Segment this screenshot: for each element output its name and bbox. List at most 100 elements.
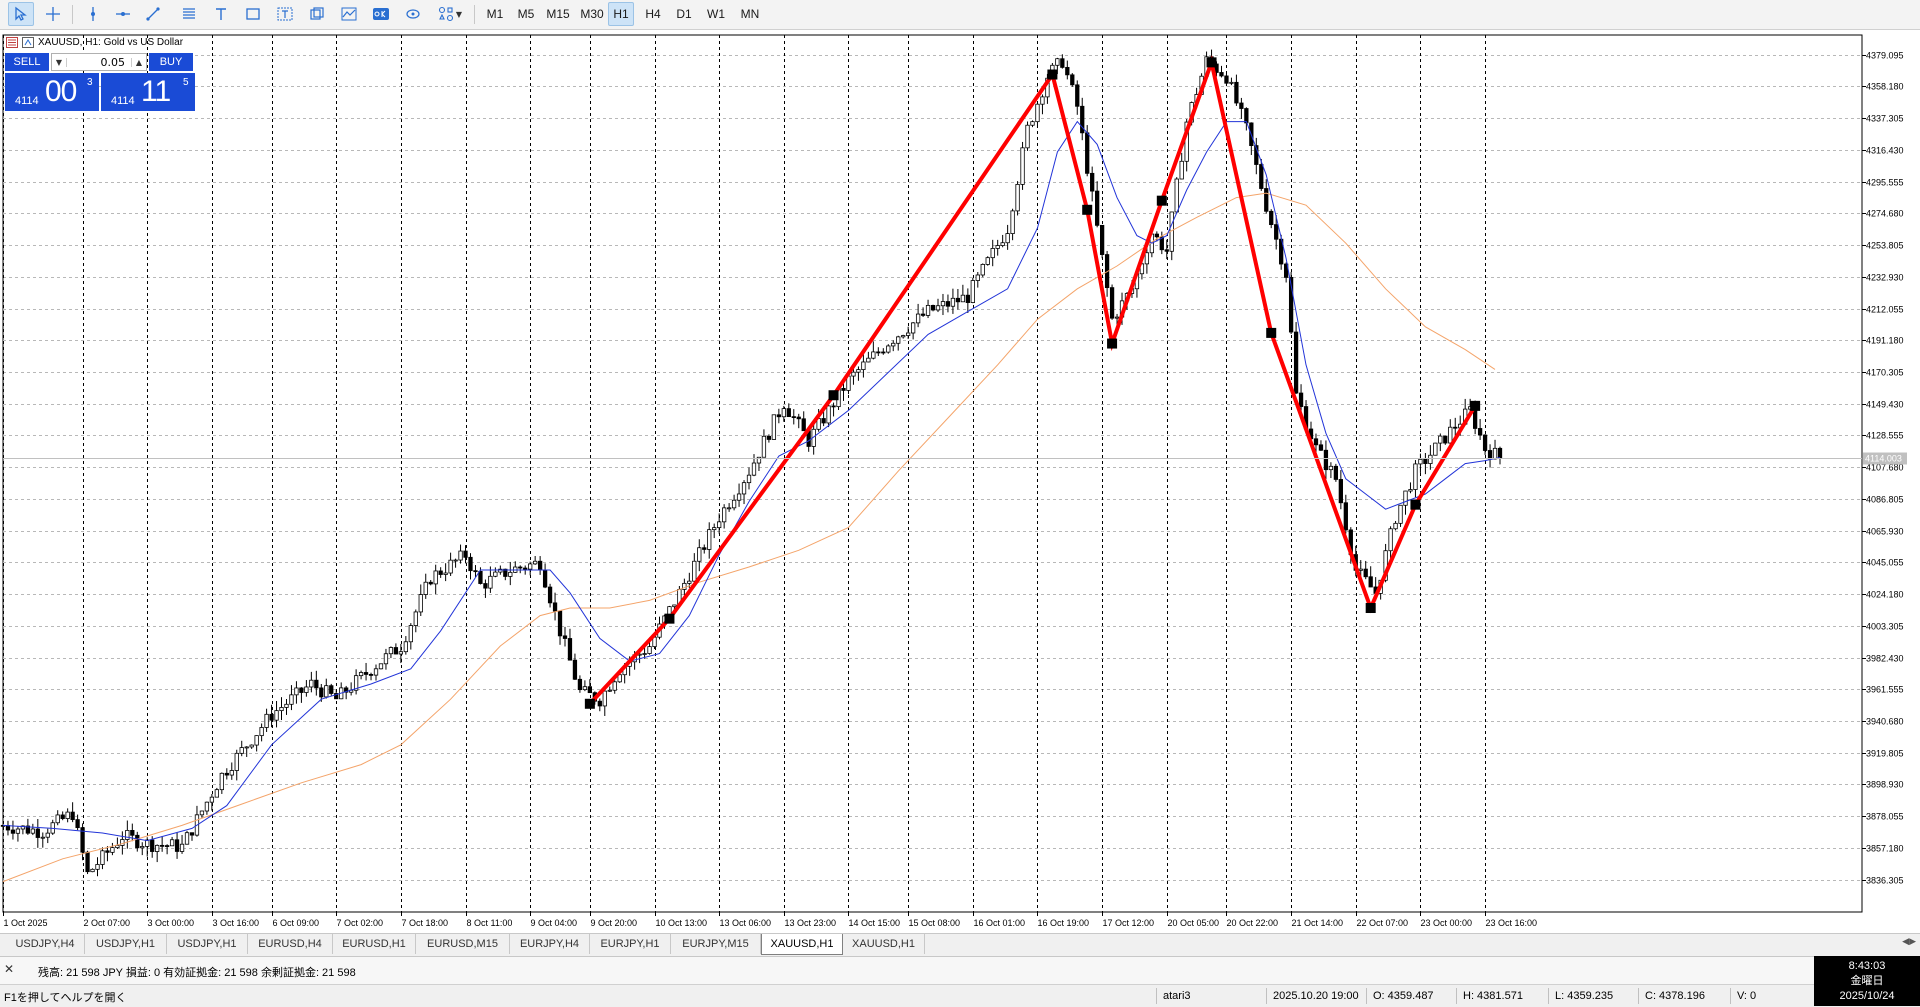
timeframe-h1-button[interactable]: H1	[608, 2, 634, 26]
price-chart[interactable]: 4379.095 4358.180 4337.305 4316.430 4295.555…	[0, 30, 1920, 933]
profile-name: atari3	[1163, 990, 1191, 1002]
chart-tab[interactable]: EURUSD,M15	[416, 934, 510, 954]
candle-body	[980, 264, 985, 276]
candle-body	[145, 839, 150, 847]
taskbar-clock[interactable]: 8:43:03 金曜日 2025/10/24	[1814, 956, 1920, 1006]
chart-tab[interactable]: XAUUSD,H1	[761, 934, 843, 955]
horizontal-line-tool-button[interactable]	[110, 2, 136, 26]
x-tick-label: 1 Oct 2025	[4, 918, 48, 928]
x-tick-label: 6 Oct 09:00	[273, 918, 320, 928]
candle-body	[1328, 465, 1334, 471]
candle-body	[791, 416, 796, 419]
candle-body	[358, 672, 364, 677]
candle-body	[1408, 489, 1413, 492]
candle-body	[925, 304, 931, 316]
chart-tab[interactable]: XAUUSD,H1	[843, 934, 925, 954]
candle-body	[1318, 444, 1324, 451]
timeframe-w1-button[interactable]: W1	[707, 7, 725, 21]
lot-size-field[interactable]: ▼ 0.05 ▲	[51, 53, 147, 71]
timeframe-mn-button[interactable]: MN	[740, 7, 760, 21]
tab-scroll-arrows-icon[interactable]: ◀▶	[1902, 937, 1916, 947]
chart-tab[interactable]: USDJPY,H4	[6, 934, 85, 954]
buy-button[interactable]: BUY	[149, 53, 193, 71]
y-tick-label: 4086.805	[1866, 495, 1904, 505]
gann-tool-button[interactable]	[400, 2, 426, 26]
candle-body	[567, 638, 573, 661]
candle-body	[1164, 249, 1169, 252]
timeframe-m5-button[interactable]: M5	[517, 7, 535, 21]
timeframe-m1-button[interactable]: M1	[486, 7, 504, 21]
candle-body	[493, 571, 498, 577]
candle-body	[115, 845, 120, 849]
shapes-dropdown-button[interactable]: ▼	[432, 2, 468, 26]
chart-tab[interactable]: EURJPY,H4	[510, 934, 590, 954]
text-tool-button[interactable]	[208, 2, 234, 26]
ask-price-button[interactable]: 4114 11 5	[101, 73, 195, 111]
chart-tab[interactable]: EURJPY,M15	[671, 934, 761, 954]
bid-price-button[interactable]: 4114 00 3	[5, 73, 99, 111]
y-tick-label: 4232.930	[1866, 273, 1904, 283]
candle-body	[597, 700, 602, 707]
timeframe-m15-button[interactable]: M15	[546, 7, 570, 21]
candle-body	[433, 570, 438, 585]
trendline-tool-button[interactable]	[140, 2, 166, 26]
y-tick-label: 3878.055	[1866, 812, 1904, 822]
vertical-line-tool-button[interactable]	[80, 2, 106, 26]
candle-body	[995, 245, 1000, 249]
text-label-tool-button[interactable]	[272, 2, 298, 26]
x-tick-label: 15 Oct 08:00	[909, 918, 961, 928]
lot-value[interactable]: 0.05	[100, 55, 126, 69]
candle-body	[324, 685, 329, 698]
candle-body	[413, 611, 418, 626]
fibonacci-tool-button[interactable]	[176, 2, 202, 26]
lot-increase-button[interactable]: ▲	[131, 57, 146, 67]
chart-tab[interactable]: USDJPY,H1	[167, 934, 248, 954]
timeframe-d1-button[interactable]: D1	[676, 7, 692, 21]
candle-body	[140, 846, 145, 849]
candle-body	[453, 559, 458, 562]
shapes-grid-icon	[438, 6, 453, 22]
candle-body	[393, 647, 399, 655]
candle-body	[1274, 224, 1279, 240]
y-tick-label: 4191.180	[1866, 336, 1904, 346]
candle-body	[602, 690, 607, 707]
candle-body	[1298, 392, 1304, 407]
timeframe-h4-button[interactable]: H4	[645, 7, 661, 21]
candle-body	[682, 582, 687, 590]
candle-body	[756, 456, 762, 464]
candle-body	[319, 687, 324, 698]
sell-button[interactable]: SELL	[5, 53, 49, 71]
chart-tab[interactable]: EURJPY,H1	[590, 934, 671, 954]
objects-list-button[interactable]	[304, 2, 330, 26]
candle-body	[1492, 447, 1498, 460]
chart-tab[interactable]: EURUSD,H4	[248, 934, 333, 954]
cursor-arrow-icon	[15, 6, 27, 21]
candle-body	[1259, 164, 1264, 189]
chart-tab[interactable]: EURUSD,H1	[333, 934, 416, 954]
y-tick-label: 4358.180	[1866, 82, 1904, 92]
candle-body	[408, 625, 413, 643]
timeframe-m30-button[interactable]: M30	[580, 7, 604, 21]
candle-body	[1000, 242, 1005, 246]
ask-price-big: 11	[141, 75, 171, 108]
candle-body	[468, 556, 473, 572]
cursor-tool-button[interactable]	[8, 2, 34, 26]
candle-body	[1393, 522, 1398, 530]
x-tick-label: 20 Oct 05:00	[1168, 918, 1220, 928]
chart-window[interactable]: 4379.095 4358.180 4337.305 4316.430 4295.555…	[0, 30, 1920, 933]
lot-decrease-button[interactable]: ▼	[52, 57, 67, 67]
chart-tab[interactable]: USDJPY,H1	[85, 934, 167, 954]
candle-body	[368, 674, 374, 676]
indicators-button[interactable]	[336, 2, 362, 26]
candle-body	[353, 675, 359, 691]
candle-body	[334, 693, 339, 700]
clock-date: 2025/10/24	[1839, 990, 1895, 1002]
ok-signal-button[interactable]	[368, 2, 394, 26]
candle-body	[1269, 210, 1274, 226]
crosshair-tool-button[interactable]	[40, 2, 66, 26]
candle-body	[826, 405, 831, 424]
shapes-tool-button[interactable]	[240, 2, 266, 26]
bid-price-small: 4114	[15, 95, 39, 107]
candle-body	[443, 572, 448, 575]
close-toolbox-icon[interactable]: ✕	[4, 962, 15, 976]
